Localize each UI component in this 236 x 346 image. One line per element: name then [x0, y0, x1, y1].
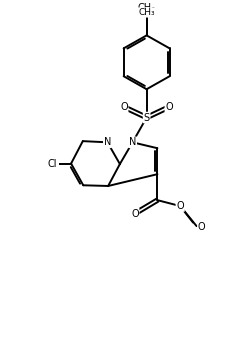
Text: N: N — [129, 137, 136, 147]
Text: O: O — [176, 201, 184, 211]
Text: CH₃: CH₃ — [138, 8, 155, 17]
Text: O: O — [165, 102, 173, 112]
Text: Cl: Cl — [49, 158, 58, 169]
Text: O: O — [120, 102, 128, 112]
Text: S: S — [143, 112, 150, 122]
Text: N: N — [104, 137, 111, 147]
Text: O: O — [131, 209, 139, 219]
Text: Cl: Cl — [48, 158, 57, 169]
Text: O: O — [198, 222, 205, 232]
Text: CH₃: CH₃ — [138, 3, 156, 13]
